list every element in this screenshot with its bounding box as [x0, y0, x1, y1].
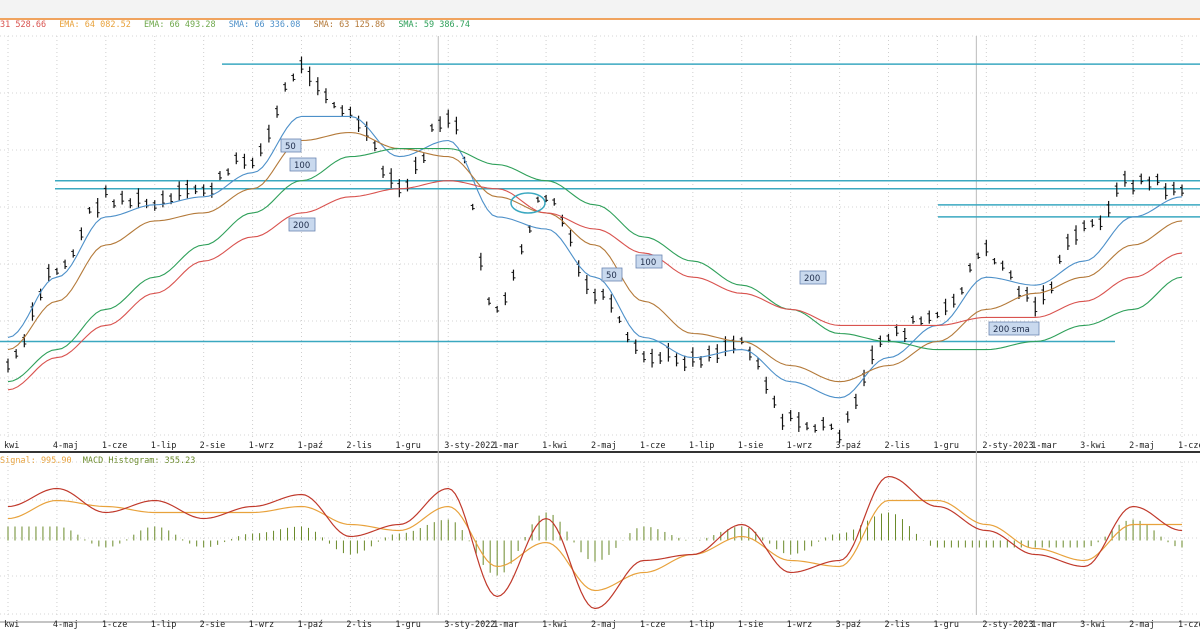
- x-tick-label-main: 2-sty-2023: [982, 441, 1033, 451]
- x-tick-label-macd: 1-mar: [493, 620, 519, 630]
- x-tick-label-macd: kwi: [4, 620, 19, 630]
- macd-line: [7, 475, 1183, 610]
- macd-values-bar: Signal: 995.90 MACD Histogram: 355.23: [0, 456, 201, 468]
- ma-tag-box: [288, 217, 316, 232]
- x-tick-label-macd: 3-sty-2022: [444, 620, 495, 630]
- ind-value-5: SMA: 59 386.74: [398, 20, 470, 30]
- toolbar-strip: [0, 0, 1200, 20]
- x-tick-label-macd: 2-maj: [1129, 620, 1155, 630]
- ind-value-0: 31 528.66: [0, 20, 47, 30]
- ma-line-ema: [7, 180, 1183, 391]
- x-tick-label-macd: 1-wrz: [787, 620, 813, 630]
- x-tick-label-main: 1-kwi: [542, 441, 568, 451]
- ma-line-sma-200: [7, 148, 1183, 383]
- x-tick-label-main: 1-sie: [738, 441, 764, 451]
- indicator-values-bar: 31 528.66 EMA: 64 082.52 EMA: 66 493.28 …: [0, 20, 478, 32]
- ind-value-2: EMA: 66 493.28: [143, 20, 216, 30]
- x-tick-label-main: 2-maj: [1129, 441, 1155, 451]
- x-tick-label-main: 1-paź: [298, 441, 324, 451]
- highlight-ellipse: [510, 192, 546, 214]
- ma-line-sma-100: [7, 131, 1183, 383]
- x-tick-label-main: 1-mar: [1031, 441, 1057, 451]
- ind-value-3: SMA: 66 336.08: [228, 20, 301, 30]
- x-tick-label-macd: 1-gru: [395, 620, 421, 630]
- ma-tag-box: [988, 321, 1040, 336]
- x-tick-label-macd: 1-cze: [1178, 620, 1200, 630]
- ma-tag-label: 200: [804, 274, 820, 284]
- x-tick-label-main: 1-cze: [102, 441, 128, 451]
- x-tick-label-macd: 2-sie: [200, 620, 226, 630]
- x-tick-label-macd: 2-sty-2023: [982, 620, 1033, 630]
- x-tick-label-macd: 1-sie: [738, 620, 764, 630]
- x-tick-label-main: 2-lis: [346, 441, 372, 451]
- x-tick-label-main: 3-sty-2022: [444, 441, 495, 451]
- ind-value-4: SMA: 63 125.86: [313, 20, 386, 30]
- x-tick-label-main: 1-lip: [689, 441, 715, 451]
- ma-tag-box: [635, 254, 663, 269]
- x-tick-label-main: kwi: [4, 441, 19, 451]
- x-tick-label-main: 2-maj: [591, 441, 617, 451]
- ma-tag-box: [601, 267, 623, 282]
- ma-tag-label: 200 sma: [993, 325, 1030, 335]
- macd-hist-value: MACD Histogram: 355.23: [82, 456, 196, 466]
- ma-tag-label: 200: [293, 221, 309, 231]
- x-tick-label-main: 1-cze: [1178, 441, 1200, 451]
- x-tick-label-macd: 1-mar: [1031, 620, 1057, 630]
- x-tick-label-macd: 2-lis: [346, 620, 372, 630]
- ind-value-1: EMA: 64 082.52: [59, 20, 131, 30]
- ma-tag-box: [280, 138, 302, 153]
- x-tick-label-macd: 2-lis: [885, 620, 911, 630]
- x-tick-label-main: 1-wrz: [787, 441, 813, 451]
- x-tick-label-macd: 1-cze: [102, 620, 128, 630]
- macd-signal-value: Signal: 995.90: [0, 456, 72, 466]
- x-tick-label-macd: 3-paź: [836, 620, 862, 630]
- ma-tag-label: 50: [285, 142, 296, 152]
- x-tick-label-main: 2-sie: [200, 441, 226, 451]
- x-tick-label-main: 1-gru: [933, 441, 959, 451]
- macd-signal-line: [7, 499, 1182, 592]
- x-tick-label-macd: 1-kwi: [542, 620, 568, 630]
- x-tick-label-main: 3-kwi: [1080, 441, 1106, 451]
- ma-tag-label: 50: [606, 271, 617, 281]
- x-tick-label-macd: 3-kwi: [1080, 620, 1106, 630]
- x-tick-label-main: 4-maj: [53, 441, 79, 451]
- x-tick-label-macd: 1-gru: [933, 620, 959, 630]
- x-tick-label-macd: 1-lip: [151, 620, 177, 630]
- x-tick-label-main: 2-lis: [885, 441, 911, 451]
- ma-line-sma-50: [7, 115, 1183, 399]
- ma-tag-label: 100: [640, 258, 656, 268]
- x-tick-label-macd: 1-paź: [298, 620, 324, 630]
- ma-tag-box: [799, 270, 827, 285]
- x-tick-label-main: 1-cze: [640, 441, 666, 451]
- x-tick-label-macd: 2-maj: [591, 620, 617, 630]
- x-tick-label-main: 1-lip: [151, 441, 177, 451]
- x-tick-label-main: 1-mar: [493, 441, 519, 451]
- ma-tag-box: [289, 157, 317, 172]
- x-tick-label-main: 3-paź: [836, 441, 862, 451]
- x-tick-label-macd: 1-wrz: [249, 620, 275, 630]
- x-tick-label-macd: 4-maj: [53, 620, 79, 630]
- ma-tag-label: 100: [294, 161, 310, 171]
- x-tick-label-macd: 1-lip: [689, 620, 715, 630]
- x-tick-label-macd: 1-cze: [640, 620, 666, 630]
- x-tick-label-main: 1-wrz: [249, 441, 275, 451]
- x-tick-label-main: 1-gru: [395, 441, 421, 451]
